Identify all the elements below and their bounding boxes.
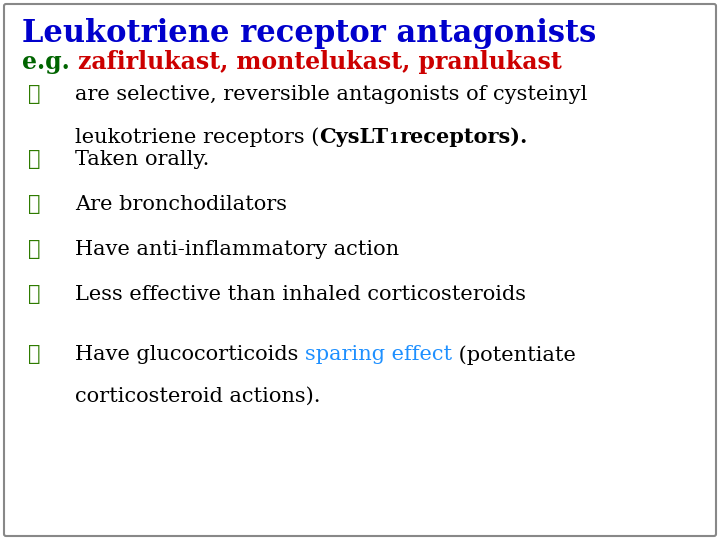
Text: ➤: ➤ <box>28 345 40 364</box>
Text: leukotriene receptors (: leukotriene receptors ( <box>75 127 320 147</box>
Text: 1: 1 <box>389 132 399 146</box>
Text: sparing effect: sparing effect <box>305 345 452 364</box>
Text: zafirlukast, montelukast, pranlukast: zafirlukast, montelukast, pranlukast <box>78 50 562 74</box>
Text: are selective, reversible antagonists of cysteinyl: are selective, reversible antagonists of… <box>75 85 588 104</box>
Text: Have anti-inflammatory action: Have anti-inflammatory action <box>75 240 399 259</box>
FancyBboxPatch shape <box>4 4 716 536</box>
Text: receptors).: receptors). <box>399 127 527 147</box>
Text: corticosteroid actions).: corticosteroid actions). <box>75 387 320 406</box>
Text: CysLT: CysLT <box>320 127 389 147</box>
Text: Are bronchodilators: Are bronchodilators <box>75 195 287 214</box>
Text: (potentiate: (potentiate <box>452 345 576 364</box>
Text: Less effective than inhaled corticosteroids: Less effective than inhaled corticostero… <box>75 285 526 304</box>
Text: ➤: ➤ <box>28 150 40 169</box>
Text: ➤: ➤ <box>28 195 40 214</box>
Text: ➤: ➤ <box>28 240 40 259</box>
Text: Have glucocorticoids: Have glucocorticoids <box>75 345 305 364</box>
Text: ➤: ➤ <box>28 85 40 104</box>
Text: Leukotriene receptor antagonists: Leukotriene receptor antagonists <box>22 18 596 49</box>
Text: Taken orally.: Taken orally. <box>75 150 210 169</box>
Text: e.g.: e.g. <box>22 50 78 74</box>
Text: ➤: ➤ <box>28 285 40 304</box>
